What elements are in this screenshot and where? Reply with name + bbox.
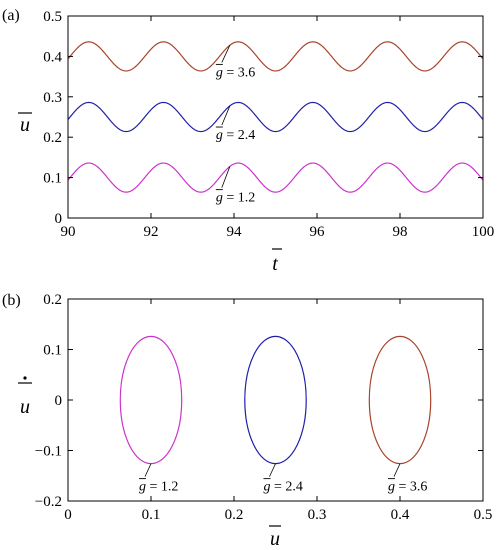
panel-b-xlabel-text: u (270, 528, 280, 550)
panel-a-ytick-label: 0.1 (43, 171, 62, 187)
panel-a-ytick-label: 0.2 (43, 130, 62, 146)
panel-b-series-2 (244, 335, 307, 465)
panel-a-series-3-label: g = 3.6 (216, 65, 255, 80)
panel-b-series-1-leader (144, 463, 152, 477)
panel-a-annotations: g = 1.2 g = 2.4 g = 3.6 (215, 45, 255, 206)
panel-a-series-2-label: g = 2.4 (216, 128, 255, 143)
panel-b-series-1-label: g = 1.2 (139, 480, 178, 495)
panel-a-xtick-label: 90 (61, 224, 76, 240)
panel-b-xtick-label: 0 (64, 507, 72, 523)
panel-a-xtick-label: 96 (310, 224, 326, 240)
panel-b-series-3 (368, 335, 432, 465)
panel-a: (a) 90 92 94 96 98 100 0 0.1 0.2 0.3 0.4 0.5 g = 1.… (2, 7, 494, 275)
panel-b-xtick-label: 0.5 (474, 507, 493, 523)
panel-a-series-1-leader (221, 166, 231, 188)
panel-b-xtick-label: 0.3 (308, 507, 327, 523)
panel-b-series-2-leader (269, 463, 276, 477)
panel-b-curves (119, 335, 432, 465)
panel-b-series-3-leader (393, 463, 401, 477)
panel-a-ytick-label: 0.4 (43, 49, 62, 65)
panel-a-xtick-label: 94 (227, 224, 243, 240)
panel-a-curves (67, 41, 484, 193)
panel-b-ylabel-text: u (20, 396, 30, 418)
panel-a-series-1 (67, 162, 484, 193)
panel-a-xlabel-text: t (272, 253, 278, 275)
panel-b-xtick-label: 0.2 (225, 507, 244, 523)
panel-b-annotations: g = 1.2 g = 2.4 g = 3.6 (139, 463, 427, 495)
panel-b-ytick-label: 0.2 (43, 292, 62, 308)
panel-b-ytick-label: −0.2 (35, 494, 62, 510)
panel-b-ticks: 0 0.1 0.2 0.3 0.4 0.5 −0.2 −0.1 0 0.1 0.2 (35, 292, 493, 523)
panel-a-xlabel: t (272, 248, 282, 275)
panel-b-series-3-label: g = 3.6 (388, 480, 427, 495)
panel-a-xtick-label: 92 (144, 224, 159, 240)
panel-b-ytick-label: 0 (55, 393, 63, 409)
panel-a-ytick-label: 0.5 (43, 9, 62, 25)
panel-b-xlabel: u (269, 525, 281, 550)
panel-b-ylabel: u (18, 376, 32, 418)
panel-a-series-3 (67, 41, 484, 72)
panel-a-ylabel-text: u (20, 114, 30, 136)
panel-a-ticks: 90 92 94 96 98 100 0 0.1 0.2 0.3 0.4 0.5 (43, 9, 494, 240)
panel-b-ytick-label: −0.1 (35, 444, 62, 460)
panel-b-xtick-label: 0.1 (142, 507, 161, 523)
panel-b-frame (67, 298, 484, 502)
panel-a-series-3-leader (221, 45, 231, 63)
panel-a-xtick-label: 98 (393, 224, 408, 240)
panel-b: (b) 0 0.1 0.2 0.3 0.4 0.5 −0.2 −0.1 0 0.1 0.2 g = … (2, 292, 492, 550)
panel-b-series-2-label: g = 2.4 (264, 480, 303, 495)
panel-a-ytick-label: 0 (55, 211, 63, 227)
panel-a-frame (67, 15, 484, 219)
panel-a-series-2 (67, 101, 484, 133)
panel-b-series-1 (119, 335, 183, 465)
panel-b-ytick-label: 0.1 (43, 343, 62, 359)
panel-b-tag: (b) (2, 292, 21, 309)
panel-b-xtick-label: 0.4 (391, 507, 410, 523)
panel-a-series-1-label: g = 1.2 (216, 191, 255, 206)
panel-a-ylabel: u (18, 112, 32, 136)
panel-a-xtick-label: 100 (472, 224, 495, 240)
panel-a-series-2-leader (221, 105, 231, 126)
panel-a-ytick-label: 0.3 (43, 90, 62, 106)
panel-a-tag: (a) (2, 7, 20, 24)
